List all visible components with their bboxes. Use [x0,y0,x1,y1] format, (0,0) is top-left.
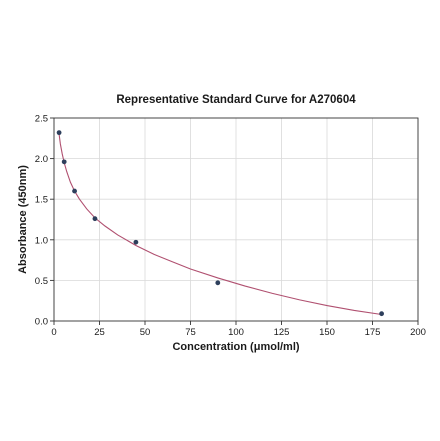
grid [53,117,419,322]
y-tick-label-0: 0.0 [35,317,48,328]
y-tick-label-4: 2.0 [35,154,48,165]
data-point-4 [133,239,139,245]
chart-title: Representative Standard Curve for A27060… [116,94,356,106]
x-axis-label: Concentration (μmol/ml) [172,341,299,353]
y-tick-label-5: 2.5 [35,114,48,125]
data-point-1 [61,159,67,165]
x-tick-label-2: 50 [140,327,151,338]
x-axis-ticks: 0 25 50 75 100 125 150 175 200 [51,321,426,338]
y-tick-label-3: 1.5 [35,195,48,206]
x-tick-label-4: 100 [228,327,244,338]
y-axis-ticks: 0.0 0.5 1.0 1.5 2.0 2.5 [35,114,54,328]
x-tick-label-5: 125 [274,327,290,338]
data-point-3 [92,216,98,222]
x-tick-label-8: 200 [410,327,426,338]
x-tick-label-3: 75 [185,327,196,338]
x-tick-label-0: 0 [51,327,56,338]
y-tick-label-1: 0.5 [35,276,48,287]
fit-curve [58,134,382,316]
x-tick-label-1: 25 [94,327,105,338]
x-tick-label-6: 150 [319,327,335,338]
data-point-0 [56,130,62,136]
data-point-2 [72,188,77,194]
x-tick-label-7: 175 [365,327,381,338]
data-point-5 [215,280,221,286]
y-axis-label: Absorbance (450nm) [17,165,29,274]
data-points [56,130,384,317]
y-tick-label-2: 1.0 [35,235,48,246]
data-point-6 [379,311,384,317]
